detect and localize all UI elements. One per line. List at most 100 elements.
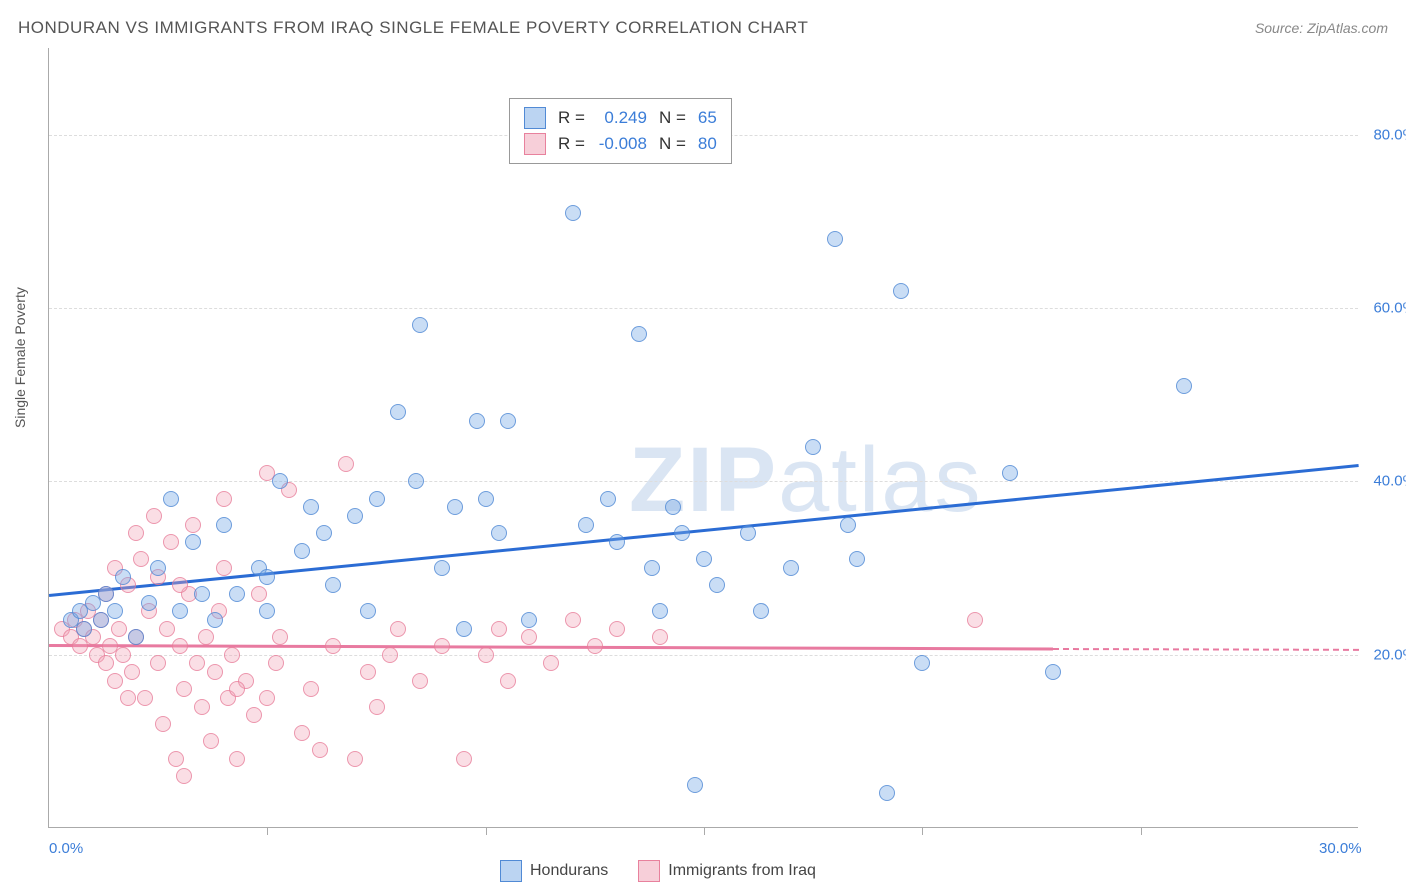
point-honduran <box>783 560 799 576</box>
point-iraq <box>115 647 131 663</box>
point-iraq <box>194 699 210 715</box>
point-honduran <box>600 491 616 507</box>
point-iraq <box>216 491 232 507</box>
point-honduran <box>408 473 424 489</box>
point-honduran <box>1045 664 1061 680</box>
point-iraq <box>251 586 267 602</box>
point-iraq <box>246 707 262 723</box>
point-iraq <box>369 699 385 715</box>
point-honduran <box>1002 465 1018 481</box>
point-iraq <box>155 716 171 732</box>
point-iraq <box>360 664 376 680</box>
point-iraq <box>207 664 223 680</box>
point-iraq <box>146 508 162 524</box>
point-honduran <box>840 517 856 533</box>
point-honduran <box>696 551 712 567</box>
point-honduran <box>115 569 131 585</box>
trend-line <box>1053 648 1359 651</box>
point-honduran <box>163 491 179 507</box>
point-iraq <box>294 725 310 741</box>
point-honduran <box>216 517 232 533</box>
y-tick-label: 40.0% <box>1373 473 1406 490</box>
swatch-pink-icon <box>524 133 546 155</box>
point-iraq <box>133 551 149 567</box>
y-tick-label: 80.0% <box>1373 126 1406 143</box>
x-tick-label: 30.0% <box>1319 840 1362 857</box>
point-iraq <box>111 621 127 637</box>
trend-line <box>49 644 1053 650</box>
point-honduran <box>631 326 647 342</box>
point-honduran <box>665 499 681 515</box>
stats-row-iraq: R = -0.008 N = 80 <box>524 131 717 157</box>
point-iraq <box>967 612 983 628</box>
point-honduran <box>447 499 463 515</box>
y-tick-label: 60.0% <box>1373 300 1406 317</box>
swatch-pink-icon <box>638 860 660 882</box>
point-iraq <box>120 690 136 706</box>
chart-title: HONDURAN VS IMMIGRANTS FROM IRAQ SINGLE … <box>18 18 808 38</box>
point-iraq <box>150 655 166 671</box>
stats-legend-box: R = 0.249 N = 65 R = -0.008 N = 80 <box>509 98 732 164</box>
point-iraq <box>303 681 319 697</box>
point-iraq <box>229 681 245 697</box>
x-tick-label: 0.0% <box>49 840 83 857</box>
point-honduran <box>500 413 516 429</box>
point-honduran <box>272 473 288 489</box>
stats-row-hondurans: R = 0.249 N = 65 <box>524 105 717 131</box>
point-iraq <box>124 664 140 680</box>
point-honduran <box>609 534 625 550</box>
point-iraq <box>159 621 175 637</box>
point-iraq <box>259 690 275 706</box>
point-honduran <box>172 603 188 619</box>
point-iraq <box>382 647 398 663</box>
point-iraq <box>229 751 245 767</box>
point-honduran <box>259 569 275 585</box>
point-iraq <box>216 560 232 576</box>
point-honduran <box>259 603 275 619</box>
title-bar: HONDURAN VS IMMIGRANTS FROM IRAQ SINGLE … <box>18 18 1388 38</box>
point-iraq <box>478 647 494 663</box>
point-iraq <box>98 655 114 671</box>
point-honduran <box>369 491 385 507</box>
point-iraq <box>163 534 179 550</box>
point-honduran <box>753 603 769 619</box>
point-honduran <box>1176 378 1192 394</box>
point-honduran <box>229 586 245 602</box>
point-honduran <box>434 560 450 576</box>
point-honduran <box>456 621 472 637</box>
point-honduran <box>185 534 201 550</box>
legend-item-hondurans: Hondurans <box>500 860 608 882</box>
point-honduran <box>827 231 843 247</box>
point-honduran <box>565 205 581 221</box>
point-iraq <box>456 751 472 767</box>
point-honduran <box>674 525 690 541</box>
x-tick <box>486 827 487 835</box>
point-iraq <box>491 621 507 637</box>
point-honduran <box>303 499 319 515</box>
x-tick <box>267 827 268 835</box>
point-honduran <box>390 404 406 420</box>
point-iraq <box>565 612 581 628</box>
point-honduran <box>360 603 376 619</box>
point-honduran <box>879 785 895 801</box>
point-iraq <box>172 577 188 593</box>
point-honduran <box>150 560 166 576</box>
point-honduran <box>194 586 210 602</box>
x-tick <box>704 827 705 835</box>
point-honduran <box>521 612 537 628</box>
legend-item-iraq: Immigrants from Iraq <box>638 860 816 882</box>
point-honduran <box>849 551 865 567</box>
point-iraq <box>587 638 603 654</box>
point-iraq <box>609 621 625 637</box>
y-axis-label: Single Female Poverty <box>12 287 28 428</box>
point-honduran <box>294 543 310 559</box>
point-iraq <box>312 742 328 758</box>
point-iraq <box>652 629 668 645</box>
point-honduran <box>207 612 223 628</box>
point-iraq <box>128 525 144 541</box>
point-honduran <box>76 621 92 637</box>
point-iraq <box>176 681 192 697</box>
point-iraq <box>137 690 153 706</box>
point-iraq <box>412 673 428 689</box>
point-iraq <box>434 638 450 654</box>
